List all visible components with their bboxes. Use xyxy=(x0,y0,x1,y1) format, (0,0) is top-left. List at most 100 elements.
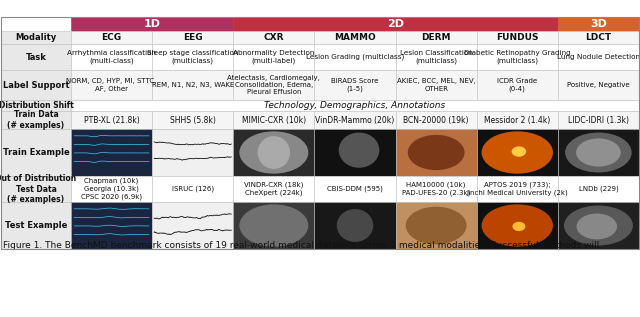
Bar xyxy=(71,100,639,111)
Text: APTOS 2019 (733);
Jinchi Medical University (2k): APTOS 2019 (733); Jinchi Medical Univers… xyxy=(467,182,568,196)
Bar xyxy=(558,176,639,202)
Bar xyxy=(1,17,71,31)
Text: SHHS (5.8k): SHHS (5.8k) xyxy=(170,115,216,125)
Text: Modality: Modality xyxy=(15,33,56,42)
Text: VINDR-CXR (18k)
CheXpert (224k): VINDR-CXR (18k) CheXpert (224k) xyxy=(244,182,303,196)
Bar xyxy=(71,44,152,70)
Bar xyxy=(477,31,558,44)
Bar xyxy=(396,111,477,129)
Bar xyxy=(1,100,71,111)
Bar xyxy=(477,202,558,249)
Bar xyxy=(152,129,234,176)
Bar xyxy=(477,70,558,100)
Ellipse shape xyxy=(481,131,553,174)
Text: Train Data
(# examples): Train Data (# examples) xyxy=(8,110,65,130)
Ellipse shape xyxy=(577,214,617,239)
Ellipse shape xyxy=(239,131,308,174)
Ellipse shape xyxy=(564,205,633,245)
Bar xyxy=(477,176,558,202)
Bar xyxy=(314,44,396,70)
Text: EEG: EEG xyxy=(183,33,202,42)
Text: 3D: 3D xyxy=(590,19,607,29)
Text: Arrhythmia classification
(multi-class): Arrhythmia classification (multi-class) xyxy=(67,50,156,64)
Text: 1D: 1D xyxy=(143,19,161,29)
Bar xyxy=(71,129,152,176)
Text: Messidor 2 (1.4k): Messidor 2 (1.4k) xyxy=(484,115,550,125)
Bar xyxy=(477,111,558,129)
Text: Atelectasis, Cardiomegaly,
Consolidation, Edema,
Pleural Effusion: Atelectasis, Cardiomegaly, Consolidation… xyxy=(227,75,320,95)
Text: MAMMO: MAMMO xyxy=(334,33,376,42)
Bar xyxy=(1,31,71,44)
Bar xyxy=(1,70,71,100)
Text: CBIS-DDM (595): CBIS-DDM (595) xyxy=(327,186,383,192)
Text: BIRADS Score
(1-5): BIRADS Score (1-5) xyxy=(332,78,379,92)
Text: Label Support: Label Support xyxy=(3,81,69,89)
Bar xyxy=(71,17,234,31)
Text: LNDb (229): LNDb (229) xyxy=(579,186,618,192)
Bar xyxy=(396,70,477,100)
Bar xyxy=(234,44,314,70)
Ellipse shape xyxy=(408,135,465,170)
Text: BCN-20000 (19k): BCN-20000 (19k) xyxy=(403,115,469,125)
Ellipse shape xyxy=(337,209,373,242)
Text: Lesion Classification
(multiclass): Lesion Classification (multiclass) xyxy=(400,50,472,64)
Text: CXR: CXR xyxy=(264,33,284,42)
Bar xyxy=(234,111,314,129)
Bar xyxy=(477,129,558,176)
Text: LDCT: LDCT xyxy=(586,33,611,42)
Bar xyxy=(1,176,71,202)
Text: Chapman (10k)
Georgia (10.3k)
CPSC 2020 (6.9k): Chapman (10k) Georgia (10.3k) CPSC 2020 … xyxy=(81,178,142,200)
Text: ICDR Grade
(0-4): ICDR Grade (0-4) xyxy=(497,78,538,92)
Bar xyxy=(152,70,234,100)
Bar xyxy=(152,202,234,249)
Text: LIDC-IDRI (1.3k): LIDC-IDRI (1.3k) xyxy=(568,115,629,125)
Bar xyxy=(1,111,71,129)
Bar xyxy=(396,176,477,202)
Bar xyxy=(314,31,396,44)
Bar xyxy=(558,129,639,176)
Bar xyxy=(71,70,152,100)
Text: NORM, CD, HYP, MI, STTC,
AF, Other: NORM, CD, HYP, MI, STTC, AF, Other xyxy=(67,78,157,92)
Bar xyxy=(314,129,396,176)
Text: Figure 1. The BenchMD benchmark consists of 19 real-world medical datasets acros: Figure 1. The BenchMD benchmark consists… xyxy=(3,241,599,250)
Text: DERM: DERM xyxy=(421,33,451,42)
Bar xyxy=(558,111,639,129)
Ellipse shape xyxy=(576,139,621,167)
Text: MIMIC-CXR (10k): MIMIC-CXR (10k) xyxy=(242,115,306,125)
Ellipse shape xyxy=(339,133,380,168)
Bar xyxy=(396,31,477,44)
Text: ECG: ECG xyxy=(102,33,122,42)
Ellipse shape xyxy=(481,204,553,247)
Bar xyxy=(477,44,558,70)
Text: Task: Task xyxy=(26,53,47,61)
Text: Technology, Demographics, Annotations: Technology, Demographics, Annotations xyxy=(264,101,445,110)
Text: Lung Nodule Detection: Lung Nodule Detection xyxy=(557,54,640,60)
Bar xyxy=(396,202,477,249)
Bar xyxy=(71,31,152,44)
Bar xyxy=(314,176,396,202)
Bar xyxy=(234,129,314,176)
Bar xyxy=(234,202,314,249)
Bar xyxy=(558,44,639,70)
Bar xyxy=(234,17,558,31)
Bar xyxy=(234,70,314,100)
Bar xyxy=(1,202,71,249)
Text: VinDR-Mammo (20k): VinDR-Mammo (20k) xyxy=(316,115,395,125)
Bar xyxy=(152,31,234,44)
Ellipse shape xyxy=(406,207,467,244)
Text: 2D: 2D xyxy=(387,19,404,29)
Ellipse shape xyxy=(511,146,526,157)
Bar xyxy=(1,44,71,70)
Text: Lesion Grading (multiclass): Lesion Grading (multiclass) xyxy=(306,54,404,60)
Bar xyxy=(314,202,396,249)
Text: REM, N1, N2, N3, WAKE: REM, N1, N2, N3, WAKE xyxy=(152,82,234,88)
Bar xyxy=(314,70,396,100)
Bar xyxy=(152,176,234,202)
Bar xyxy=(71,111,152,129)
Bar xyxy=(234,176,314,202)
Ellipse shape xyxy=(258,136,290,169)
Bar xyxy=(396,129,477,176)
Text: Out of Distribution
Test Data
(# examples): Out of Distribution Test Data (# example… xyxy=(0,174,77,204)
Text: AKIEC, BCC, MEL, NEV,
OTHER: AKIEC, BCC, MEL, NEV, OTHER xyxy=(397,78,476,92)
Text: Distribution Shift: Distribution Shift xyxy=(0,101,74,110)
